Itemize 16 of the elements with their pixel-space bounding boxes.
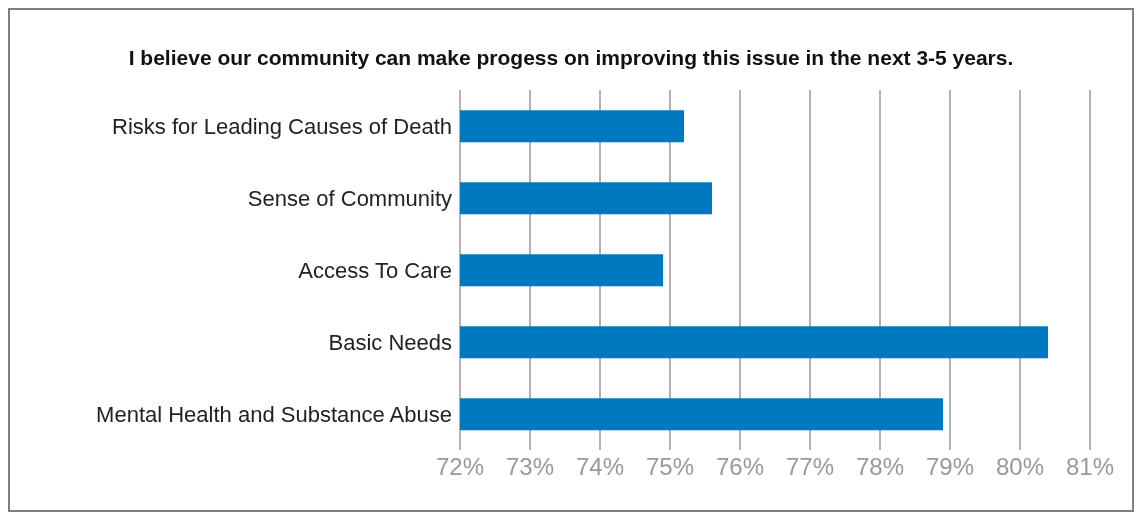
chart-title: I believe our community can make progess on improving this issue in the next 3-5 years. (127, 46, 1015, 70)
x-tick-label: 79% (925, 453, 975, 481)
x-tick-label: 76% (715, 453, 765, 481)
y-tick-label: Sense of Community (247, 185, 452, 211)
x-tick-label: 72% (435, 453, 485, 481)
x-tick-label: 74% (575, 453, 625, 481)
x-tick-label: 81% (1065, 453, 1115, 481)
y-tick-label: Mental Health and Substance Abuse (96, 401, 452, 427)
x-tick-label: 73% (505, 453, 555, 481)
x-tick-label: 80% (995, 453, 1045, 481)
y-tick-label: Risks for Leading Causes of Death (112, 113, 452, 139)
y-tick-label: Basic Needs (328, 329, 452, 355)
x-tick-label: 77% (785, 453, 835, 481)
x-tick-label: 78% (855, 453, 905, 481)
y-tick-label: Access To Care (298, 257, 452, 283)
x-tick-label: 75% (645, 453, 695, 481)
